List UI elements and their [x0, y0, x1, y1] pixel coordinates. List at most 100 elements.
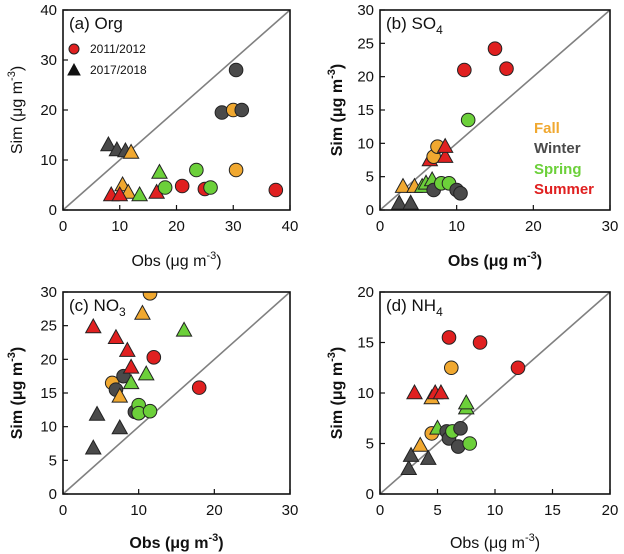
point-triangle-winter	[419, 449, 437, 465]
x-axis-label: Obs (μg m-3)	[131, 250, 221, 270]
point-circle-summer	[487, 41, 503, 56]
point-circle-spring	[157, 180, 173, 195]
y-tick-label: 30	[40, 52, 57, 69]
y-axis-label: Sim (μg m-3)	[6, 66, 26, 154]
x-tick-label: 0	[59, 502, 67, 519]
panel-a-org: 0 10 20 30 40 0 10 20 30 40 (a) Org Obs (μg m-3) Sim…	[6, 2, 298, 270]
x-axis-label: Obs (μg m-3)	[448, 250, 542, 270]
point-triangle-summer	[432, 383, 450, 400]
x-axis-label: Obs (μg m-3)	[129, 532, 223, 552]
point-triangle-fall	[134, 304, 151, 320]
legend-season-winter: Winter	[534, 140, 581, 157]
legend-season-fall: Fall	[534, 120, 560, 137]
legend-marker-circle	[68, 43, 80, 55]
y-tick-label: 20	[357, 284, 374, 301]
x-tick-label: 0	[59, 218, 67, 235]
point-triangle-summer	[406, 383, 423, 400]
panel-d-nh4: 0 5 10 15 20 0 5 10 15 20 (d) NH4 Obs (μg m-3) Sim (…	[326, 284, 618, 552]
y-axis-label: Sim (μg m-3)	[326, 64, 346, 156]
one-to-one-line	[62, 9, 291, 211]
x-tick-label: 30	[282, 502, 299, 519]
point-triangle-spring	[131, 185, 149, 202]
panel-title: (b) SO4	[386, 14, 443, 37]
legend-year-label-2: 2017/2018	[90, 63, 147, 77]
x-tick-label: 5	[433, 502, 441, 519]
point-triangle-summer	[122, 358, 140, 374]
point-triangle-fall	[122, 143, 140, 159]
point-circle-winter	[453, 186, 468, 201]
x-tick-label: 15	[544, 502, 561, 519]
x-tick-label: 20	[168, 218, 185, 235]
point-triangle-fall	[411, 436, 429, 452]
y-tick-label: 5	[366, 436, 374, 453]
point-circle-fall	[444, 360, 459, 376]
x-tick-label: 0	[376, 502, 384, 519]
season-legend: Fall Winter Spring Summer	[534, 120, 594, 198]
point-triangle-spring	[175, 321, 193, 337]
point-triangle-winter	[402, 446, 420, 462]
point-triangle-spring	[151, 163, 168, 179]
point-circle-summer	[472, 335, 488, 350]
y-tick-label: 0	[366, 202, 374, 219]
point-triangle-summer	[436, 147, 454, 163]
point-triangle-winter	[88, 405, 106, 421]
y-tick-label: 40	[40, 2, 57, 19]
point-triangle-winter	[390, 194, 408, 210]
point-circle-spring	[460, 112, 476, 128]
point-triangle-winter	[99, 135, 117, 152]
data-points	[400, 330, 526, 476]
y-axis-label: Sim (μg m-3)	[326, 347, 346, 439]
y-tick-label: 15	[40, 385, 57, 402]
x-tick-label: 0	[376, 218, 384, 235]
point-circle-winter	[453, 421, 468, 436]
x-tick-label: 30	[225, 218, 242, 235]
point-triangle-summer	[84, 317, 102, 334]
point-circle-winter	[234, 102, 250, 118]
x-tick-label: 30	[602, 218, 619, 235]
legend-year-label-1: 2011/2012	[90, 42, 146, 56]
legend-season-summer: Summer	[534, 181, 594, 198]
x-tick-label: 10	[487, 502, 504, 519]
point-triangle-fall	[111, 387, 129, 403]
y-tick-label: 0	[366, 486, 374, 503]
y-tick-label: 20	[40, 102, 57, 119]
y-tick-label: 25	[357, 35, 374, 52]
point-triangle-summer	[111, 185, 129, 202]
x-tick-label: 10	[448, 218, 465, 235]
point-circle-summer	[146, 350, 162, 365]
y-tick-label: 0	[49, 486, 57, 503]
y-tick-label: 5	[366, 169, 374, 186]
data-points	[390, 41, 514, 210]
point-circle-summer	[174, 178, 190, 194]
point-circle-summer	[441, 330, 457, 345]
y-tick-label: 20	[40, 351, 57, 368]
one-to-one-line	[62, 291, 291, 495]
y-tick-label: 10	[40, 152, 57, 169]
point-triangle-spring	[137, 365, 155, 381]
point-triangle-summer	[118, 341, 136, 357]
panel-title: (d) NH4	[386, 296, 443, 319]
point-circle-fall	[142, 292, 158, 301]
point-triangle-fall	[394, 177, 412, 193]
point-triangle-summer	[436, 137, 454, 153]
point-circle-spring	[189, 162, 204, 178]
data-points	[99, 62, 284, 202]
x-tick-label: 20	[602, 502, 619, 519]
y-tick-label: 10	[40, 419, 57, 436]
one-to-one-line	[379, 9, 611, 211]
panel-title: (a) Org	[69, 14, 123, 33]
panel-title: (c) NO3	[69, 296, 126, 319]
point-circle-summer	[457, 62, 472, 78]
y-axis-label: Sim (μg m-3)	[6, 347, 26, 439]
x-axis-label: Obs (μg m-3)	[450, 532, 540, 552]
point-circle-spring	[462, 436, 478, 451]
point-circle-summer	[268, 182, 284, 198]
y-tick-label: 20	[357, 69, 374, 86]
data-points	[84, 292, 207, 455]
panel-b-so4: 0 10 20 30 0 5 10 15 20 25 30 (b) SO4 Obs (μg m-3) Si…	[326, 2, 618, 270]
x-tick-label: 40	[282, 218, 299, 235]
y-tick-label: 30	[357, 2, 374, 19]
point-circle-spring	[203, 180, 218, 195]
point-triangle-winter	[84, 439, 102, 455]
